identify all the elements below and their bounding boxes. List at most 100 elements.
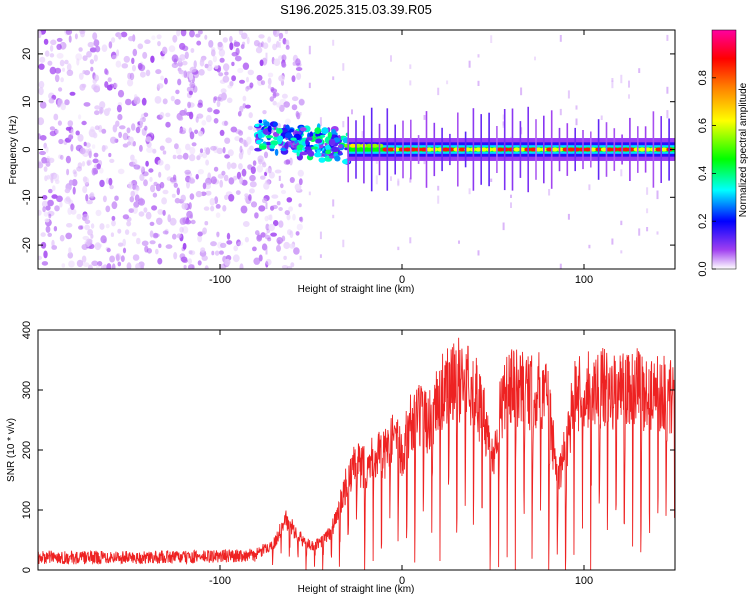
heatmap-cell	[89, 47, 97, 53]
heatmap-cell	[66, 168, 70, 176]
heatmap-cell	[82, 55, 88, 61]
heatmap-cell	[170, 95, 175, 102]
heatmap-cell	[134, 94, 138, 99]
heatmap-cell	[135, 263, 141, 269]
heatmap-cell	[349, 143, 357, 148]
heatmap-cell	[611, 238, 614, 245]
heatmap-cell	[44, 218, 50, 223]
heatmap-cell	[115, 60, 122, 68]
heatmap-cell	[188, 111, 194, 120]
heatmap-cell	[162, 230, 169, 235]
heatmap-cell	[210, 241, 217, 247]
heatmap-cell	[296, 72, 302, 81]
heatmap-cell	[264, 215, 269, 222]
heatmap-cell	[437, 87, 440, 96]
heatmap-cell	[162, 98, 168, 105]
heatmap-cell	[224, 71, 229, 76]
heatmap-cell	[90, 223, 95, 229]
heatmap-cell	[187, 101, 192, 109]
heatmap-cell	[221, 120, 229, 127]
heatmap-cell	[253, 40, 260, 47]
heatmap-cell	[192, 85, 198, 93]
heatmap-cell	[289, 177, 295, 183]
heatmap-cell	[437, 195, 440, 204]
heatmap-cell	[188, 264, 195, 269]
heatmap-cell	[96, 163, 101, 170]
heatmap-cell	[258, 158, 263, 165]
heatmap-cell	[252, 127, 257, 132]
heatmap-cell	[39, 101, 47, 109]
heatmap-cell	[53, 113, 59, 121]
heatmap-cell	[112, 124, 118, 133]
heatmap-cell	[244, 236, 249, 243]
heatmap-cell	[176, 154, 183, 160]
heatmap-cell	[550, 110, 553, 189]
heatmap-cell	[173, 252, 178, 260]
heatmap-cell	[210, 176, 217, 185]
heatmap-cell	[221, 170, 226, 176]
heatmap-cell	[77, 134, 84, 142]
heatmap-cell	[279, 104, 285, 113]
heatmap-cell	[179, 109, 187, 116]
heatmap-cell	[54, 67, 62, 74]
heatmap-cell	[230, 162, 237, 169]
heatmap-cell	[621, 134, 623, 165]
heatmap-cell	[38, 209, 42, 216]
heatmap-cell	[224, 137, 231, 144]
x-tick-label: 100	[575, 274, 593, 286]
y-tick-label: 10	[21, 96, 33, 108]
heatmap-cell	[267, 84, 271, 89]
heatmap-cell	[94, 105, 101, 110]
heatmap-cell	[152, 232, 159, 239]
heatmap-cell	[67, 207, 72, 215]
heatmap-cell	[47, 60, 53, 66]
heatmap-cell	[175, 147, 182, 155]
heatmap-cell	[190, 48, 195, 53]
heatmap-cell	[534, 56, 536, 61]
heatmap-cell	[132, 141, 136, 147]
heatmap-cell	[308, 45, 311, 55]
heatmap-cell	[425, 111, 428, 188]
heatmap-cell	[227, 149, 234, 157]
heatmap-cell	[43, 38, 49, 45]
snr-y-ticks: 0 100 200 300 400	[21, 321, 675, 573]
heatmap-cell	[219, 129, 225, 136]
heatmap-cell	[79, 83, 86, 91]
heatmap-cell	[666, 34, 669, 41]
heatmap-cell	[109, 255, 115, 263]
heatmap-cell	[193, 60, 197, 68]
heatmap-cell	[196, 113, 204, 119]
heatmap-cell	[283, 255, 287, 260]
heatmap-cell	[59, 201, 63, 208]
heatmap-cell	[43, 166, 48, 172]
heatmap-cell	[247, 164, 253, 170]
heatmap-cell	[205, 147, 211, 155]
heatmap-cell	[68, 179, 73, 186]
x-tick-label: 0	[399, 575, 405, 587]
heatmap-cell	[65, 196, 71, 202]
heatmap-cell	[188, 154, 196, 162]
heatmap-cell	[214, 196, 219, 205]
heatmap-cell	[56, 37, 63, 42]
heatmap-cell	[45, 146, 49, 153]
heatmap-y-axis-label: Frequency (Hz)	[8, 116, 19, 185]
heatmap-cell	[151, 35, 156, 40]
heatmap-cell	[644, 126, 647, 173]
snr-series-marks	[38, 337, 675, 570]
heatmap-cell	[535, 119, 537, 180]
heatmap-cell	[216, 100, 221, 108]
heatmap-cell	[278, 207, 283, 211]
heatmap-cell	[283, 159, 291, 165]
heatmap-cell	[99, 107, 104, 114]
heatmap-cell	[234, 136, 241, 142]
heatmap-cell	[496, 126, 498, 173]
heatmap-cell	[239, 145, 243, 154]
heatmap-x-axis-label: Height of straight line (km)	[298, 284, 415, 295]
heatmap-cell	[48, 213, 52, 219]
heatmap-cell	[114, 195, 119, 201]
heatmap-cell	[47, 199, 54, 207]
heatmap-cell	[118, 131, 122, 139]
heatmap-cell	[132, 64, 136, 72]
heatmap-cell	[58, 87, 63, 92]
heatmap-cell	[267, 125, 272, 133]
